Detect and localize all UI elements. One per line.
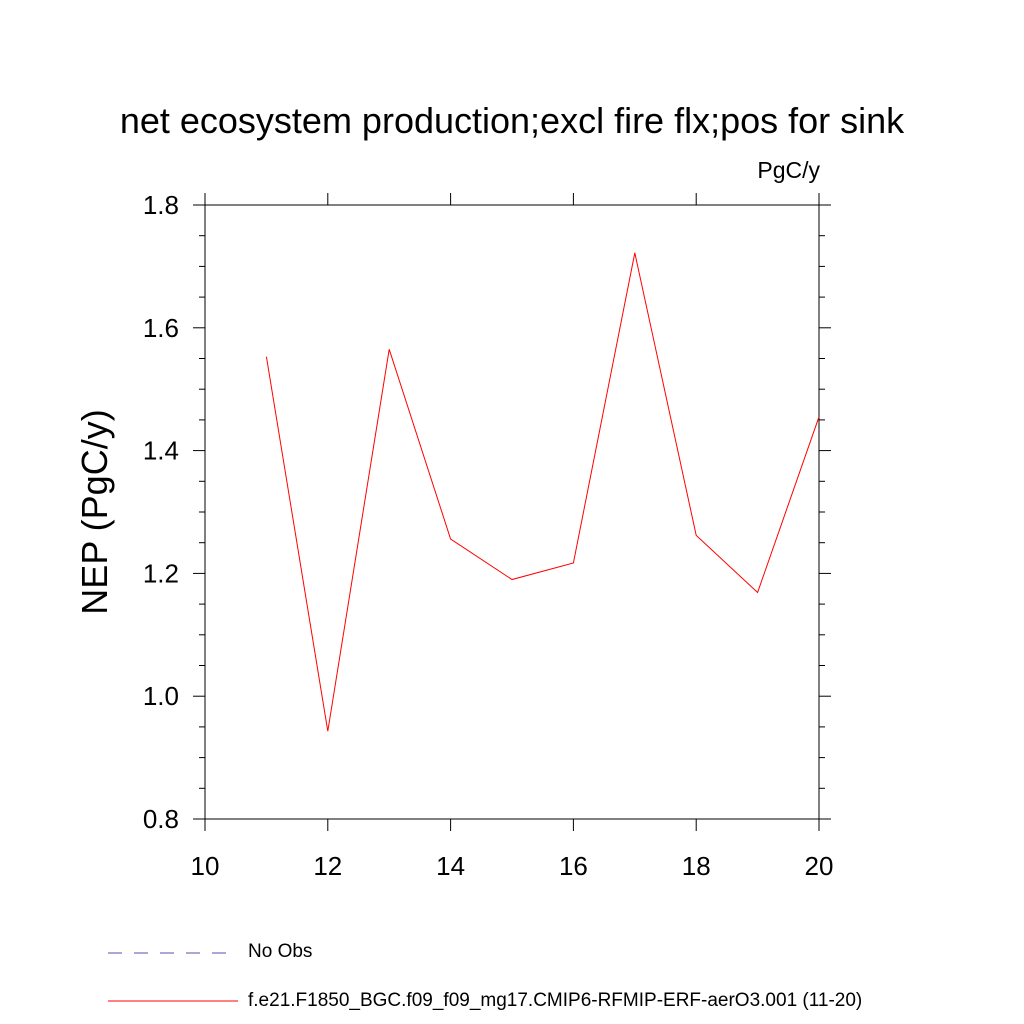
y-tick-label: 1.2 [143, 558, 179, 588]
series-line [265, 252, 820, 732]
units-label: PgC/y [757, 157, 820, 183]
y-tick-label: 1.8 [143, 190, 179, 220]
x-tick-label: 12 [313, 851, 342, 881]
chart-title: net ecosystem production;excl fire flx;p… [119, 100, 905, 141]
y-tick-label: 1.6 [143, 313, 179, 343]
y-tick-label: 0.8 [143, 804, 179, 834]
plot-frame [204, 204, 820, 820]
x-tick-label: 14 [436, 851, 465, 881]
x-tick-label: 16 [559, 851, 588, 881]
x-tick-label: 10 [191, 851, 220, 881]
y-tick-label: 1.4 [143, 436, 179, 466]
x-tick-label: 18 [682, 851, 711, 881]
legend-label-model-run: f.e21.F1850_BGC.f09_f09_mg17.CMIP6-RFMIP… [248, 990, 863, 1011]
legend-label-no-obs: No Obs [248, 941, 313, 962]
x-tick-label: 20 [805, 851, 834, 881]
y-tick-label: 1.0 [143, 681, 179, 711]
